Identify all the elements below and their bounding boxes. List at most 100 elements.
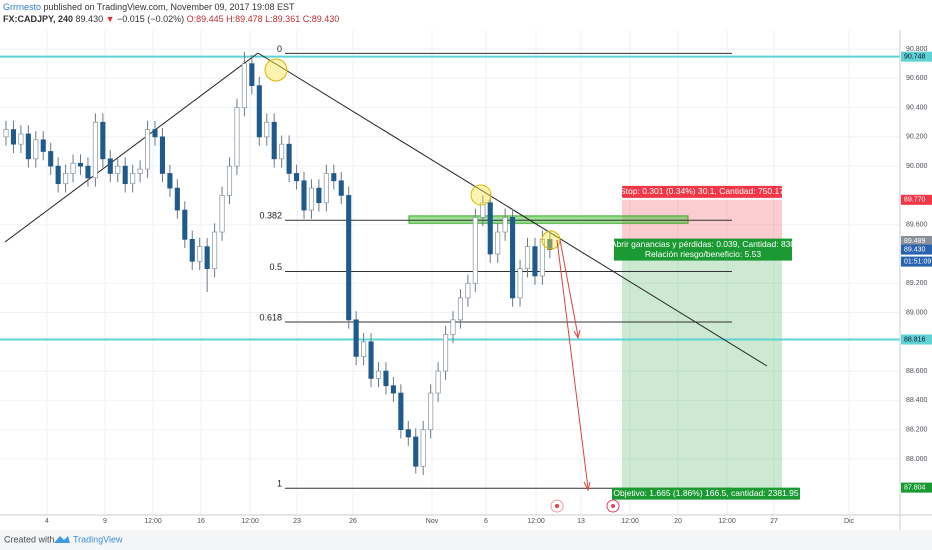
candle-body: [428, 392, 434, 431]
x-tick-label: 27: [770, 518, 778, 525]
x-tick-label: 13: [577, 518, 585, 525]
arrow-head: [583, 481, 591, 492]
candle-body: [480, 202, 486, 218]
candle-body: [115, 165, 121, 174]
y-tick-label: 90.000: [906, 163, 928, 170]
candle-body: [375, 370, 382, 379]
x-tick-label: Dic: [844, 518, 855, 525]
candle-body: [420, 429, 426, 467]
annotations: [264, 58, 620, 513]
level-label: 90.748: [904, 53, 926, 60]
y-tick-label: 90.200: [906, 134, 928, 141]
footer-brand[interactable]: TradingView: [73, 534, 123, 544]
change-arrow: ▼: [105, 14, 115, 24]
candle-body: [487, 202, 493, 255]
y-tick-label: 88.600: [906, 368, 928, 375]
candle-body: [145, 129, 151, 170]
symbol: FX:CADJPY, 240: [3, 14, 74, 24]
candle-body: [256, 85, 262, 138]
candle-body: [547, 238, 553, 250]
candle-body: [159, 136, 166, 174]
candle-body: [279, 143, 285, 160]
x-tick-label: 20: [674, 518, 682, 525]
candle-body: [383, 370, 389, 387]
candle-body: [264, 121, 270, 138]
event-icon-dot: [555, 504, 559, 508]
arrow: [559, 239, 579, 337]
author[interactable]: Grrrnesto: [3, 2, 42, 12]
candle-body: [33, 139, 39, 160]
candle-body: [249, 63, 255, 86]
candle-body: [212, 231, 218, 269]
x-tick-label: 12:00: [241, 518, 259, 525]
candle-body: [361, 341, 367, 357]
brand-logo: [54, 536, 70, 543]
candle-body: [40, 139, 46, 152]
y-tick-label: 89.000: [906, 309, 928, 316]
y-tick-label: 89.600: [906, 222, 928, 229]
candle-body: [197, 246, 203, 262]
candle-body: [77, 162, 84, 167]
candle-body: [457, 297, 464, 321]
y-tick-label: 88.200: [906, 426, 928, 433]
event-icon-dot: [611, 504, 615, 508]
x-tick-label: 16: [197, 518, 205, 525]
candle-body: [174, 187, 180, 211]
price-tag-label: 87.804: [904, 484, 926, 491]
candle-body: [368, 341, 374, 379]
y-tick-label: 88.400: [906, 397, 928, 404]
open-box: [614, 238, 792, 261]
candle-body: [323, 173, 329, 204]
candle-body: [286, 143, 292, 174]
y-tick-label: 90.400: [906, 104, 928, 111]
candle-body: [316, 187, 322, 204]
candle-body: [219, 195, 225, 233]
candle-body: [234, 107, 240, 167]
x-tick-label: 23: [293, 518, 301, 525]
candle-body: [301, 180, 307, 211]
open-text: Abrir ganancias y pérdidas: 0.039, Canti…: [611, 239, 796, 249]
candle-body: [122, 165, 128, 185]
candle-body: [390, 385, 396, 394]
target-area: [622, 249, 782, 488]
candle-body: [532, 246, 538, 277]
candle-body: [450, 319, 456, 335]
fib-label: 0.5: [269, 262, 282, 272]
fib-label: 0.382: [259, 211, 282, 221]
candle-body: [241, 63, 247, 108]
arrow-head: [573, 329, 581, 340]
footer-bar: [0, 530, 932, 550]
candle-body: [92, 121, 98, 179]
candle-body: [18, 133, 24, 145]
x-tick-label: 12:00: [718, 518, 736, 525]
candle-body: [517, 268, 523, 299]
candle-body: [413, 436, 419, 467]
candle-body: [48, 151, 54, 167]
x-tick-label: 6: [484, 518, 488, 525]
candle-body: [25, 133, 31, 160]
y-tick-label: 88.000: [906, 456, 928, 463]
zone: [408, 215, 689, 224]
footer-created: Created with: [4, 534, 55, 544]
candle-body: [137, 168, 143, 174]
level-label: 88.816: [904, 336, 926, 343]
candle-body: [204, 246, 210, 269]
price-tag-label: 89.770: [904, 197, 926, 204]
arrow: [556, 239, 589, 489]
fib-label: 1: [277, 479, 282, 489]
last-price: 89.430: [75, 14, 104, 24]
header-line: Grrrnesto published on TradingView.com, …: [3, 2, 295, 12]
candle-body: [167, 173, 173, 189]
candle-body: [130, 173, 136, 185]
x-tick-label: 4: [45, 518, 49, 525]
x-tick-label: 26: [349, 518, 357, 525]
price-tag-label: 89.430: [904, 246, 926, 253]
price-tag: [901, 194, 932, 205]
candle-body: [435, 370, 441, 394]
countdown-tag: [901, 256, 932, 267]
candle-body: [182, 209, 188, 240]
candle-body: [271, 121, 277, 160]
candle-body: [152, 129, 158, 138]
